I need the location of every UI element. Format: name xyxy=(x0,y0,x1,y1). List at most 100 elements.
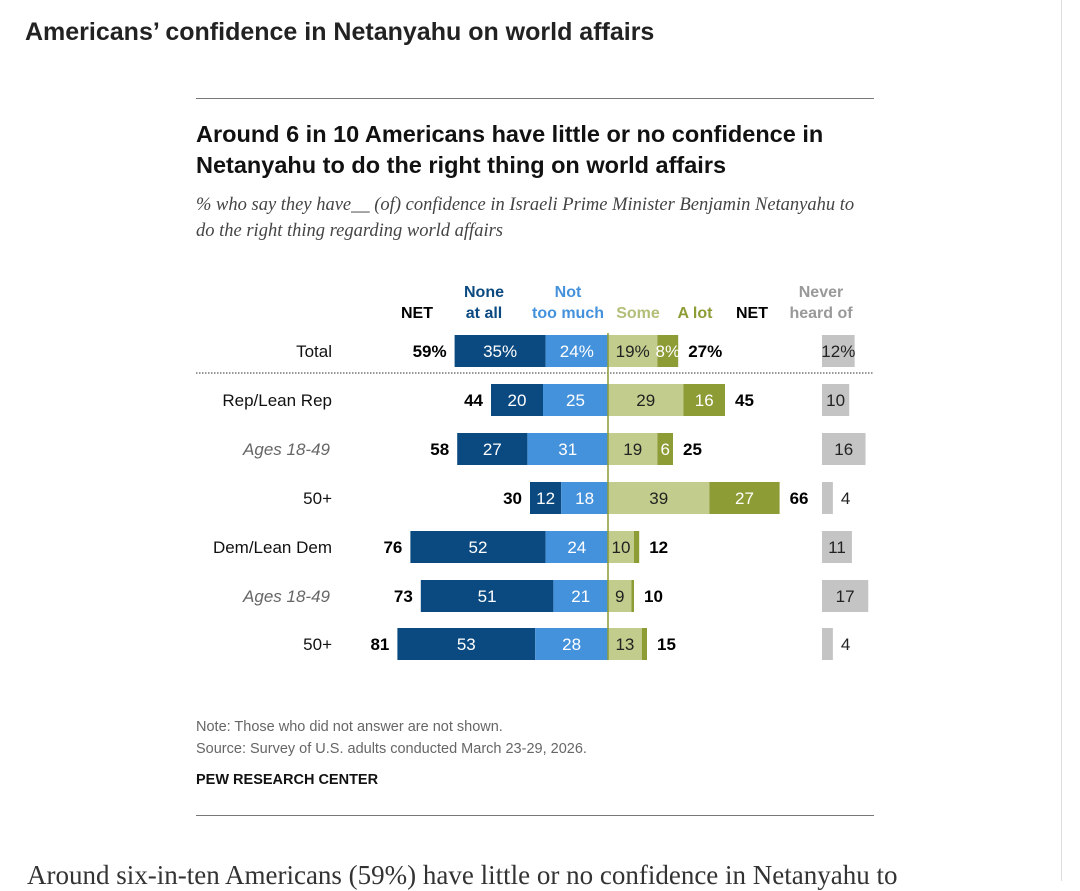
category-label: Rep/Lean Rep xyxy=(222,391,332,410)
header-net-positive: NET xyxy=(736,305,768,322)
label-some: 39 xyxy=(649,489,668,508)
bar-a-lot xyxy=(631,580,634,612)
label-some: 10 xyxy=(612,538,631,557)
label-some: 19 xyxy=(623,440,642,459)
bar-none-at-all xyxy=(420,580,554,612)
label-never-heard-of: 4 xyxy=(841,489,850,508)
label-a-lot: 6 xyxy=(660,440,669,459)
top-divider xyxy=(196,98,874,99)
label-never-heard-of: 10 xyxy=(826,391,845,410)
page-title: Americans’ confidence in Netanyahu on wo… xyxy=(25,18,655,46)
label-net-positive: 45 xyxy=(735,391,754,410)
bar-never-heard-of xyxy=(822,384,850,416)
label-a-lot: 8% xyxy=(656,342,681,361)
bar-not-too-much xyxy=(553,580,608,612)
label-net-positive: 66 xyxy=(790,489,809,508)
bar-never-heard-of xyxy=(822,580,869,612)
bar-a-lot xyxy=(634,531,640,563)
label-net-negative: 58 xyxy=(430,440,449,459)
bar-none-at-all xyxy=(410,531,546,563)
label-net-negative: 73 xyxy=(394,587,413,606)
header-not-too-much: Not xyxy=(555,284,582,301)
category-label: 50+ xyxy=(303,489,332,508)
bar-some xyxy=(608,433,658,465)
bar-none-at-all xyxy=(454,335,546,367)
bar-some xyxy=(608,482,710,514)
label-not-too-much: 18 xyxy=(575,489,594,508)
bar-never-heard-of xyxy=(822,335,855,367)
bar-some xyxy=(608,531,634,563)
category-label: Total xyxy=(296,342,332,361)
label-never-heard-of: 17 xyxy=(836,587,855,606)
label-net-positive: 25 xyxy=(683,440,702,459)
label-none-at-all: 12 xyxy=(536,489,555,508)
category-label: 50+ xyxy=(303,635,332,654)
label-net-positive: 27% xyxy=(688,342,722,361)
label-none-at-all: 27 xyxy=(483,440,502,459)
chart-note: Note: Those who did not answer are not s… xyxy=(196,719,503,735)
label-some: 19% xyxy=(616,342,650,361)
bar-a-lot xyxy=(641,628,647,660)
bar-never-heard-of xyxy=(822,433,866,465)
header-none-at-all: None xyxy=(464,284,504,301)
label-not-too-much: 24 xyxy=(567,538,586,557)
bar-a-lot xyxy=(683,384,725,416)
scrollbar[interactable] xyxy=(1061,0,1062,881)
label-none-at-all: 51 xyxy=(478,587,497,606)
label-some: 13 xyxy=(615,635,634,654)
label-some: 29 xyxy=(636,391,655,410)
label-net-negative: 81 xyxy=(370,635,389,654)
diverging-bar-chart: NET None at all Not too much Some A lot NET Neve… xyxy=(196,284,874,660)
label-net-negative: 59% xyxy=(413,342,447,361)
chart-subtitle: % who say they have__ (of) confidence in… xyxy=(196,195,855,241)
header-none-at-all: at all xyxy=(466,305,502,322)
header-never-heard-of: heard of xyxy=(789,305,853,322)
label-none-at-all: 35% xyxy=(483,342,517,361)
bar-not-too-much xyxy=(543,384,608,416)
label-none-at-all: 20 xyxy=(508,391,527,410)
bar-not-too-much xyxy=(545,531,608,563)
bottom-divider xyxy=(196,815,874,816)
label-not-too-much: 24% xyxy=(560,342,594,361)
bar-never-heard-of xyxy=(822,531,852,563)
header-not-too-much: too much xyxy=(532,305,604,322)
label-not-too-much: 21 xyxy=(571,587,590,606)
label-never-heard-of: 12% xyxy=(821,342,855,361)
category-label: Ages 18-49 xyxy=(242,440,330,459)
bar-some xyxy=(608,384,684,416)
label-net-negative: 44 xyxy=(464,391,483,410)
label-never-heard-of: 11 xyxy=(828,538,846,557)
label-a-lot: 16 xyxy=(695,391,714,410)
bar-some xyxy=(608,335,658,367)
label-none-at-all: 52 xyxy=(469,538,488,557)
label-not-too-much: 25 xyxy=(566,391,585,410)
label-a-lot: 27 xyxy=(735,489,754,508)
bar-a-lot xyxy=(709,482,780,514)
article-paragraph: Around six-in-ten Americans (59%) have l… xyxy=(27,860,898,890)
bar-some xyxy=(608,580,632,612)
bar-none-at-all xyxy=(491,384,543,416)
label-never-heard-of: 4 xyxy=(841,635,850,654)
label-not-too-much: 31 xyxy=(558,440,577,459)
chart-source: Source: Survey of U.S. adults conducted … xyxy=(196,741,587,757)
label-net-positive: 15 xyxy=(657,635,676,654)
label-net-positive: 12 xyxy=(649,538,668,557)
label-net-negative: 76 xyxy=(383,538,402,557)
bar-never-heard-of xyxy=(822,482,833,514)
brand-label: PEW RESEARCH CENTER xyxy=(196,772,379,788)
bar-not-too-much xyxy=(527,433,608,465)
chart-title: Around 6 in 10 Americans have little or … xyxy=(196,121,824,178)
label-net-negative: 30 xyxy=(503,489,522,508)
bar-a-lot xyxy=(657,335,679,367)
header-net-negative: NET xyxy=(401,305,433,322)
label-some: 9 xyxy=(615,587,624,606)
bar-none-at-all xyxy=(530,482,562,514)
label-not-too-much: 28 xyxy=(562,635,581,654)
label-never-heard-of: 16 xyxy=(834,440,853,459)
label-none-at-all: 53 xyxy=(457,635,476,654)
header-never-heard-of: Never xyxy=(799,284,843,301)
bar-none-at-all xyxy=(457,433,528,465)
bar-not-too-much xyxy=(545,335,608,367)
bar-some xyxy=(608,628,642,660)
header-some: Some xyxy=(616,305,660,322)
